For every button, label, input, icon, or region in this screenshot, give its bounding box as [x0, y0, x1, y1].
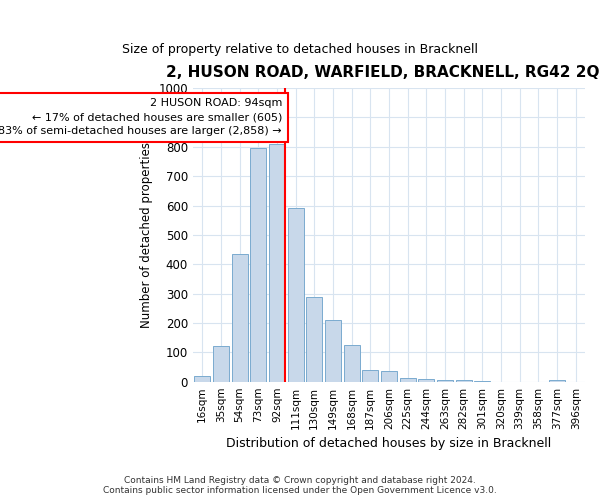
- Bar: [325, 320, 341, 382]
- Bar: [475, 381, 490, 382]
- Bar: [549, 380, 565, 382]
- Title: 2, HUSON ROAD, WARFIELD, BRACKNELL, RG42 2QX: 2, HUSON ROAD, WARFIELD, BRACKNELL, RG42…: [166, 65, 600, 80]
- Text: Size of property relative to detached houses in Bracknell: Size of property relative to detached ho…: [122, 42, 478, 56]
- Bar: [362, 370, 378, 382]
- Bar: [232, 254, 248, 382]
- Text: 2 HUSON ROAD: 94sqm
← 17% of detached houses are smaller (605)
83% of semi-detac: 2 HUSON ROAD: 94sqm ← 17% of detached ho…: [0, 98, 282, 136]
- Bar: [307, 296, 322, 382]
- X-axis label: Distribution of detached houses by size in Bracknell: Distribution of detached houses by size …: [226, 437, 551, 450]
- Text: Contains HM Land Registry data © Crown copyright and database right 2024.
Contai: Contains HM Land Registry data © Crown c…: [103, 476, 497, 495]
- Y-axis label: Number of detached properties: Number of detached properties: [140, 142, 153, 328]
- Bar: [194, 376, 210, 382]
- Bar: [418, 378, 434, 382]
- Bar: [344, 345, 359, 382]
- Bar: [455, 380, 472, 382]
- Bar: [400, 378, 416, 382]
- Bar: [287, 208, 304, 382]
- Bar: [269, 144, 285, 382]
- Bar: [250, 148, 266, 382]
- Bar: [381, 370, 397, 382]
- Bar: [213, 346, 229, 382]
- Bar: [437, 380, 453, 382]
